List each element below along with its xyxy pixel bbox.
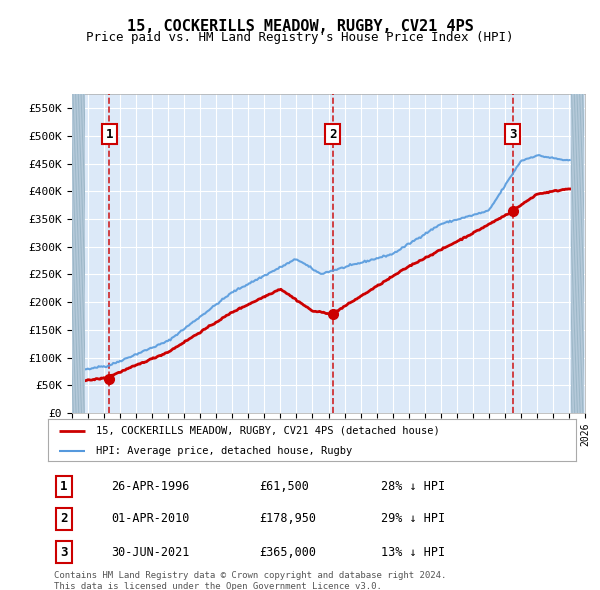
- Text: 1: 1: [106, 127, 113, 141]
- Text: 29% ↓ HPI: 29% ↓ HPI: [380, 512, 445, 525]
- Text: £365,000: £365,000: [259, 546, 316, 559]
- Text: 01-APR-2010: 01-APR-2010: [112, 512, 190, 525]
- Text: 2: 2: [60, 512, 68, 525]
- Text: Contains HM Land Registry data © Crown copyright and database right 2024.
This d: Contains HM Land Registry data © Crown c…: [54, 571, 446, 590]
- Text: 13% ↓ HPI: 13% ↓ HPI: [380, 546, 445, 559]
- Text: 15, COCKERILLS MEADOW, RUGBY, CV21 4PS (detached house): 15, COCKERILLS MEADOW, RUGBY, CV21 4PS (…: [95, 426, 439, 436]
- Text: 2: 2: [329, 127, 336, 141]
- Text: 28% ↓ HPI: 28% ↓ HPI: [380, 480, 445, 493]
- Text: 3: 3: [509, 127, 517, 141]
- Text: £61,500: £61,500: [259, 480, 309, 493]
- Text: Price paid vs. HM Land Registry's House Price Index (HPI): Price paid vs. HM Land Registry's House …: [86, 31, 514, 44]
- Text: 26-APR-1996: 26-APR-1996: [112, 480, 190, 493]
- Text: 30-JUN-2021: 30-JUN-2021: [112, 546, 190, 559]
- Text: HPI: Average price, detached house, Rugby: HPI: Average price, detached house, Rugb…: [95, 446, 352, 455]
- Text: 3: 3: [60, 546, 68, 559]
- Text: 15, COCKERILLS MEADOW, RUGBY, CV21 4PS: 15, COCKERILLS MEADOW, RUGBY, CV21 4PS: [127, 19, 473, 34]
- Text: 1: 1: [60, 480, 68, 493]
- Text: £178,950: £178,950: [259, 512, 316, 525]
